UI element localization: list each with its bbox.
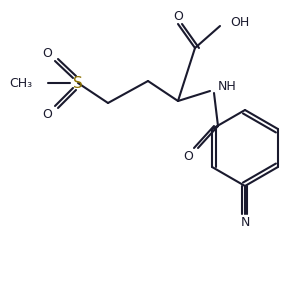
Text: NH: NH bbox=[218, 80, 237, 93]
Text: O: O bbox=[173, 9, 183, 22]
Text: N: N bbox=[240, 215, 250, 229]
Text: S: S bbox=[73, 75, 83, 91]
Text: OH: OH bbox=[230, 15, 249, 28]
Text: O: O bbox=[42, 107, 52, 120]
Text: O: O bbox=[42, 46, 52, 59]
Text: O: O bbox=[183, 149, 193, 163]
Text: CH₃: CH₃ bbox=[9, 76, 32, 89]
